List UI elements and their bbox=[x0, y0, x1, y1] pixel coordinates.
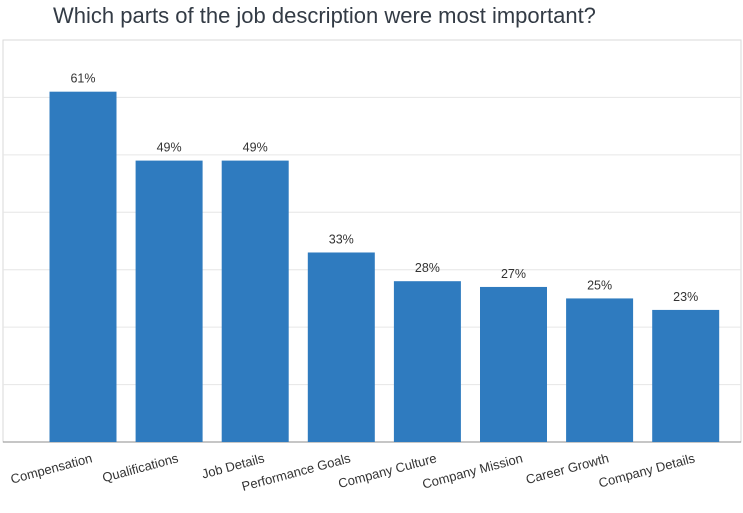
bar-compensation bbox=[49, 91, 117, 442]
data-label: 49% bbox=[243, 141, 268, 155]
bar-company-culture bbox=[393, 281, 461, 442]
x-tick-label: Company Mission bbox=[421, 450, 525, 491]
data-label: 28% bbox=[415, 261, 440, 275]
chart-title: Which parts of the job description were … bbox=[53, 3, 596, 28]
bar-career-growth bbox=[566, 298, 634, 442]
x-tick-label: Company Details bbox=[597, 450, 697, 490]
data-label: 25% bbox=[587, 278, 612, 292]
data-label: 27% bbox=[501, 267, 526, 281]
bar-company-mission bbox=[480, 286, 547, 442]
data-label: 33% bbox=[329, 232, 354, 246]
x-tick-labels: Compensation Qualifications Job DetailsPer… bbox=[9, 450, 697, 494]
bar-company-details bbox=[652, 309, 720, 442]
bar-qualifications bbox=[135, 160, 203, 442]
data-label: 49% bbox=[157, 141, 182, 155]
x-tick-label: Qualifications bbox=[101, 450, 181, 485]
bar-job-details bbox=[221, 160, 289, 442]
x-tick-label: Compensation bbox=[9, 450, 94, 486]
data-labels: 61% 49% 49% 33% 28% 27% 25% 23% bbox=[70, 72, 698, 304]
data-label: 61% bbox=[70, 72, 95, 86]
data-label: 23% bbox=[673, 290, 698, 304]
bars bbox=[49, 91, 720, 442]
bar-performance-goals bbox=[307, 252, 375, 442]
